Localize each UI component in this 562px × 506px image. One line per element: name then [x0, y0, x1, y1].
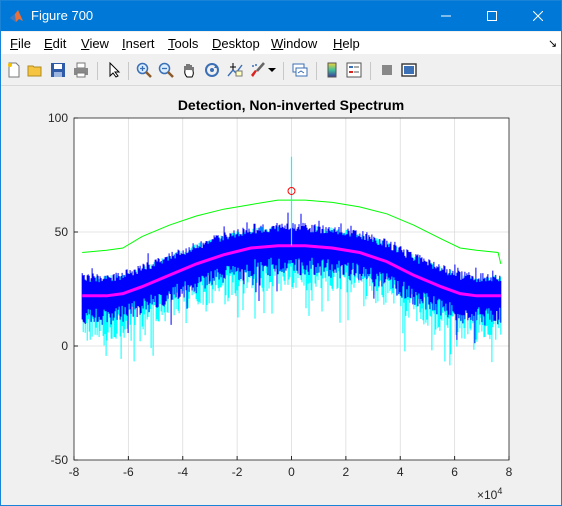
- brush-dropdown-button[interactable]: [267, 60, 277, 80]
- zoom-in-icon: [136, 62, 152, 78]
- hide-plot-tools-icon: [382, 65, 392, 75]
- close-icon: [533, 11, 543, 21]
- plot-axes[interactable]: -8 -6 -4 -2 0 2 4 6 8 -50 0 50 100 Detection, Non-in…: [1, 86, 561, 505]
- data-cursor-button[interactable]: [225, 60, 245, 80]
- peak-marker-circle: [287, 186, 296, 195]
- brush-icon: [251, 62, 265, 77]
- show-plot-tools-icon: [401, 63, 417, 77]
- brush-dropdown-icon: [268, 68, 276, 72]
- legend-button[interactable]: [344, 60, 364, 80]
- edit-plot-button[interactable]: [104, 60, 124, 80]
- print-icon: [74, 62, 88, 78]
- open-file-icon: [27, 65, 42, 77]
- x-tick-label: -2: [232, 465, 243, 479]
- menu-help[interactable]: Help: [333, 36, 360, 51]
- close-button[interactable]: [515, 1, 561, 31]
- maximize-icon: [487, 11, 497, 21]
- x-tick-label: -4: [177, 465, 188, 479]
- colorbar-icon: [327, 62, 337, 78]
- peak-markers: [287, 156, 296, 246]
- brush-button[interactable]: [248, 60, 268, 80]
- title-bar[interactable]: Figure 700: [1, 1, 561, 31]
- minimize-icon: [441, 15, 451, 17]
- edit-plot-arrow-icon: [109, 62, 121, 78]
- threshold-line: [82, 199, 502, 265]
- x-tick-label: 6: [451, 465, 458, 479]
- menu-desktop[interactable]: Desktop: [212, 36, 260, 51]
- save-button[interactable]: [48, 60, 68, 80]
- zoom-out-icon: [158, 62, 174, 78]
- rotate-3d-button[interactable]: [202, 60, 222, 80]
- figure-canvas: -8 -6 -4 -2 0 2 4 6 8 -50 0 50 100 Detection, Non-in…: [1, 86, 561, 505]
- new-figure-icon: [8, 62, 20, 78]
- x-tick-label: 0: [288, 465, 295, 479]
- menu-insert[interactable]: Insert: [122, 36, 155, 51]
- mean-spectrum-line: [82, 244, 501, 298]
- maximize-button[interactable]: [469, 1, 515, 31]
- menu-window[interactable]: Window: [271, 36, 318, 51]
- dock-arrow-icon[interactable]: ↘: [548, 38, 558, 50]
- axis-ticks: -8 -6 -4 -2 0 2 4 6 8 -50 0 50 100: [48, 111, 513, 479]
- menu-edit[interactable]: Edit: [44, 36, 67, 51]
- new-figure-button[interactable]: [4, 60, 24, 80]
- menu-file[interactable]: File: [10, 36, 31, 51]
- menu-tools[interactable]: Tools: [168, 36, 199, 51]
- figure-toolbar: [1, 57, 561, 86]
- colorbar-button[interactable]: [322, 60, 342, 80]
- zoom-in-button[interactable]: [134, 60, 154, 80]
- open-file-button[interactable]: [25, 60, 45, 80]
- pan-hand-icon: [184, 64, 194, 78]
- menu-bar: File Edit View Insert Tools Desktop Wind…: [1, 32, 561, 54]
- x-tick-label: 8: [506, 465, 513, 479]
- y-tick-label: 50: [55, 225, 69, 239]
- minimize-button[interactable]: [423, 1, 469, 31]
- hide-plot-tools-button[interactable]: [377, 60, 397, 80]
- y-tick-label: 0: [61, 339, 68, 353]
- series-lines: [82, 199, 502, 298]
- x-tick-label: 4: [397, 465, 404, 479]
- print-button[interactable]: [71, 60, 91, 80]
- window-title: Figure 700: [31, 8, 94, 23]
- y-tick-label: -50: [51, 453, 69, 467]
- x-exponent-label: ×104: [477, 486, 502, 502]
- matlab-logo-icon: [10, 10, 23, 22]
- y-tick-label: 100: [48, 111, 68, 125]
- x-tick-label: -8: [69, 465, 80, 479]
- show-plot-tools-button[interactable]: [399, 60, 419, 80]
- x-tick-label: 2: [343, 465, 350, 479]
- menu-view[interactable]: View: [81, 36, 109, 51]
- save-icon: [51, 63, 65, 77]
- zoom-out-button[interactable]: [156, 60, 176, 80]
- link-plot-button[interactable]: [290, 60, 310, 80]
- pan-button[interactable]: [179, 60, 199, 80]
- data-cursor-icon: [227, 63, 243, 77]
- legend-icon: [346, 62, 362, 78]
- chart-title: Detection, Non-inverted Spectrum: [178, 97, 404, 113]
- x-tick-label: -6: [123, 465, 134, 479]
- link-plot-icon: [292, 63, 308, 77]
- rotate-3d-icon: [205, 63, 219, 77]
